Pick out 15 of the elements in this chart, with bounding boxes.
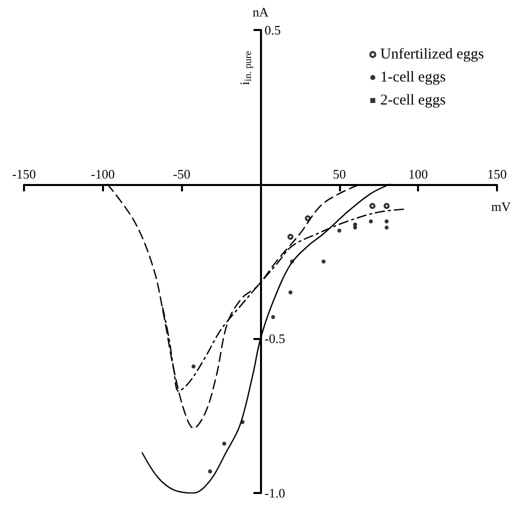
legend-label: Unfertilized eggs (380, 46, 484, 62)
x-tick-label: -50 (172, 166, 190, 182)
annotation: iin. pure (237, 50, 254, 86)
x-tick-label: 100 (408, 166, 428, 182)
x-tick-label: 150 (487, 166, 507, 182)
y-axis-title: nA (252, 4, 270, 20)
x-tick-label: -100 (90, 166, 115, 182)
legend-label: 1-cell eggs (380, 70, 446, 86)
x-tick-label: 50 (332, 166, 346, 182)
y-tick-label: -1.0 (264, 486, 286, 500)
x-axis-title: mV (491, 198, 512, 214)
y-tick-label: -0.5 (264, 331, 286, 346)
x-tick-label: -150 (12, 166, 36, 182)
legend-label: 2-cell eggs (380, 92, 446, 108)
y-tick-label: 0.5 (264, 22, 281, 38)
